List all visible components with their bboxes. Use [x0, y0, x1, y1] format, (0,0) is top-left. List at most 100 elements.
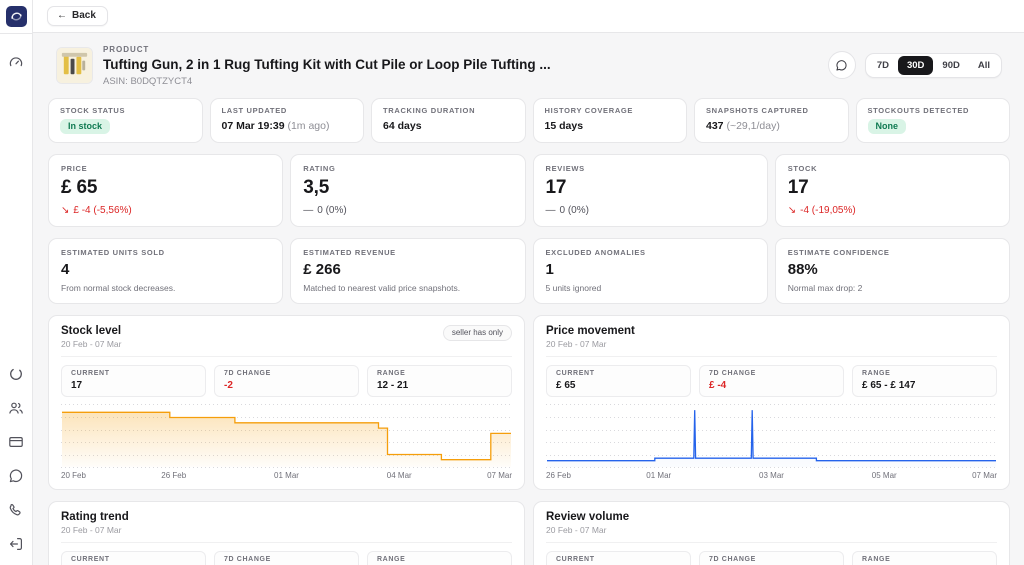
- sidebar-top-icons: [8, 34, 24, 79]
- metric-card-stock: STOCK 17 ↘ -4 (-19,05%): [774, 154, 1010, 227]
- mini-stat-7d-change: 7D CHANGE -2: [214, 365, 359, 397]
- trend-flat-icon: —: [545, 205, 556, 216]
- stat-card-tracking-duration: TRACKING DURATION 64 days: [371, 98, 526, 143]
- metric-label: RATING: [303, 164, 336, 173]
- estimate-note: Normal max drop: 2: [787, 283, 863, 293]
- x-tick-label: 26 Feb: [161, 471, 187, 480]
- trend-flat-icon: —: [303, 205, 314, 216]
- mini-stat-range: RANGE £ 65 - £ 147: [852, 365, 997, 397]
- range-button-all[interactable]: All: [969, 56, 999, 75]
- rating-trend-card: Rating trend 20 Feb - 07 Mar CURRENT 3,5…: [48, 501, 525, 565]
- mini-stat-current: CURRENT 17: [546, 551, 691, 565]
- product-thumbnail[interactable]: [56, 47, 93, 84]
- product-eyebrow: PRODUCT: [103, 45, 150, 54]
- estimate-value: £ 266: [303, 261, 341, 278]
- app-logo[interactable]: [5, 6, 27, 27]
- range-button-30d[interactable]: 30D: [897, 55, 934, 75]
- metric-label: STOCK: [787, 164, 818, 173]
- header-controls: 7D 30D 90D All: [827, 51, 1002, 79]
- mini-stat-current: CURRENT 17: [61, 365, 206, 397]
- chart-title: Rating trend: [61, 511, 129, 523]
- est-card-confidence: ESTIMATE CONFIDENCE 88% Normal max drop:…: [774, 238, 1010, 304]
- stat-card-history-coverage: HISTORY COVERAGE 15 days: [532, 98, 687, 143]
- metric-value: £ 65: [61, 177, 98, 198]
- metric-value: 17: [787, 177, 809, 198]
- estimates-row: ESTIMATED UNITS SOLD 4 From normal stock…: [48, 238, 1010, 304]
- stat-value: 07 Mar 19:39 (1m ago): [221, 120, 330, 132]
- metric-label: REVIEWS: [545, 164, 585, 173]
- stat-label: LAST UPDATED: [221, 106, 287, 115]
- estimate-label: ESTIMATED UNITS SOLD: [61, 248, 165, 257]
- estimate-value: 1: [545, 261, 554, 278]
- x-tick-label: 01 Mar: [646, 471, 672, 480]
- stat-label: STOCK STATUS: [60, 106, 126, 115]
- chart-header: Stock level 20 Feb - 07 Mar seller has o…: [61, 325, 512, 357]
- x-tick-label: 26 Feb: [546, 471, 571, 480]
- stat-value: 15 days: [544, 120, 584, 132]
- range-button-90d[interactable]: 90D: [933, 56, 968, 75]
- main-area: ← Back: [33, 0, 1024, 565]
- estimate-label: ESTIMATE CONFIDENCE: [787, 248, 890, 257]
- estimate-value: 88%: [787, 261, 818, 278]
- estimate-note: 5 units ignored: [545, 283, 602, 293]
- assistant-chat-button[interactable]: [827, 51, 856, 79]
- sidebar-divider: [0, 33, 33, 34]
- price-movement-card: Price movement 20 Feb - 07 Mar CURRENT £…: [533, 315, 1010, 490]
- est-card-excluded-anomalies: EXCLUDED ANOMALIES 1 5 units ignored: [532, 238, 768, 304]
- phone-icon[interactable]: [8, 502, 24, 518]
- product-header: PRODUCT Tufting Gun, 2 in 1 Rug Tufting …: [56, 45, 1002, 87]
- chart-subtitle: 20 Feb - 07 Mar: [546, 339, 607, 349]
- x-tick-label: 07 Mar: [487, 471, 512, 480]
- estimate-note: From normal stock decreases.: [61, 283, 176, 293]
- spinner-icon[interactable]: [8, 366, 24, 382]
- stat-card-snapshots-captured: SNAPSHOTS CAPTURED 437 (~29,1/day): [694, 98, 849, 143]
- mini-stat-7d-change: 7D CHANGE 0: [699, 551, 844, 565]
- x-tick-label: 07 Mar: [972, 471, 997, 480]
- chart-mini-stats: CURRENT 17 7D CHANGE -2 RANGE 12 - 21: [61, 365, 512, 397]
- stat-card-last-updated: LAST UPDATED 07 Mar 19:39 (1m ago): [209, 98, 364, 143]
- stock-level-card: Stock level 20 Feb - 07 Mar seller has o…: [48, 315, 525, 490]
- metric-card-reviews: REVIEWS 17 —0 (0%): [532, 154, 768, 227]
- bottom-charts-row: Rating trend 20 Feb - 07 Mar CURRENT 3,5…: [48, 501, 1010, 565]
- estimate-value: 4: [61, 261, 70, 278]
- back-button[interactable]: ← Back: [47, 6, 108, 26]
- users-icon[interactable]: [8, 400, 24, 416]
- trend-down-icon: ↘: [787, 205, 797, 216]
- charts-row: Stock level 20 Feb - 07 Mar seller has o…: [48, 315, 1010, 490]
- metric-label: PRICE: [61, 164, 88, 173]
- product-title: Tufting Gun, 2 in 1 Rug Tufting Kit with…: [103, 57, 551, 72]
- gauge-icon[interactable]: [8, 54, 24, 70]
- credit-card-icon[interactable]: [8, 434, 24, 450]
- price-movement-chart[interactable]: [546, 404, 997, 468]
- stock-level-chart[interactable]: [61, 404, 512, 468]
- chat-icon[interactable]: [8, 468, 24, 484]
- stat-suffix: (1m ago): [287, 120, 330, 132]
- x-tick-label: 01 Mar: [274, 471, 299, 480]
- chart-subtitle: 20 Feb - 07 Mar: [61, 339, 122, 349]
- range-button-7d[interactable]: 7D: [868, 56, 898, 75]
- metric-card-rating: RATING 3,5 —0 (0%): [290, 154, 526, 227]
- estimate-note: Matched to nearest valid price snapshots…: [303, 283, 461, 293]
- metric-change: ↘ £ -4 (-5,56%): [61, 205, 132, 216]
- chat-bubble-icon: [836, 59, 847, 71]
- metric-change: —0 (0%): [545, 205, 589, 216]
- topbar: ← Back: [33, 0, 1024, 33]
- chart-subtitle: 20 Feb - 07 Mar: [61, 525, 122, 535]
- stat-value: 64 days: [383, 120, 422, 132]
- x-axis-ticks: 26 Feb 01 Mar 03 Mar 05 Mar 07 Mar: [546, 470, 997, 483]
- time-range-group: 7D 30D 90D All: [864, 52, 1002, 78]
- stat-label: SNAPSHOTS CAPTURED: [706, 106, 809, 115]
- stock-status-badge: In stock: [60, 119, 111, 134]
- chart-title: Price movement: [546, 325, 635, 337]
- product-image-placeholder: [57, 48, 92, 83]
- mini-stat-current: CURRENT £ 65: [546, 365, 691, 397]
- seller-has-only-badge: seller has only: [442, 325, 512, 341]
- product-asin: ASIN: B0DQTZYCT4: [103, 76, 193, 87]
- page-content: PRODUCT Tufting Gun, 2 in 1 Rug Tufting …: [33, 33, 1024, 565]
- sidebar-bottom-icons: [8, 357, 24, 565]
- chart-header: Price movement 20 Feb - 07 Mar: [546, 325, 997, 357]
- stat-label: STOCKOUTS DETECTED: [867, 106, 970, 115]
- x-tick-label: 20 Feb: [61, 471, 86, 480]
- stat-label: HISTORY COVERAGE: [544, 106, 634, 115]
- logout-icon[interactable]: [8, 536, 24, 552]
